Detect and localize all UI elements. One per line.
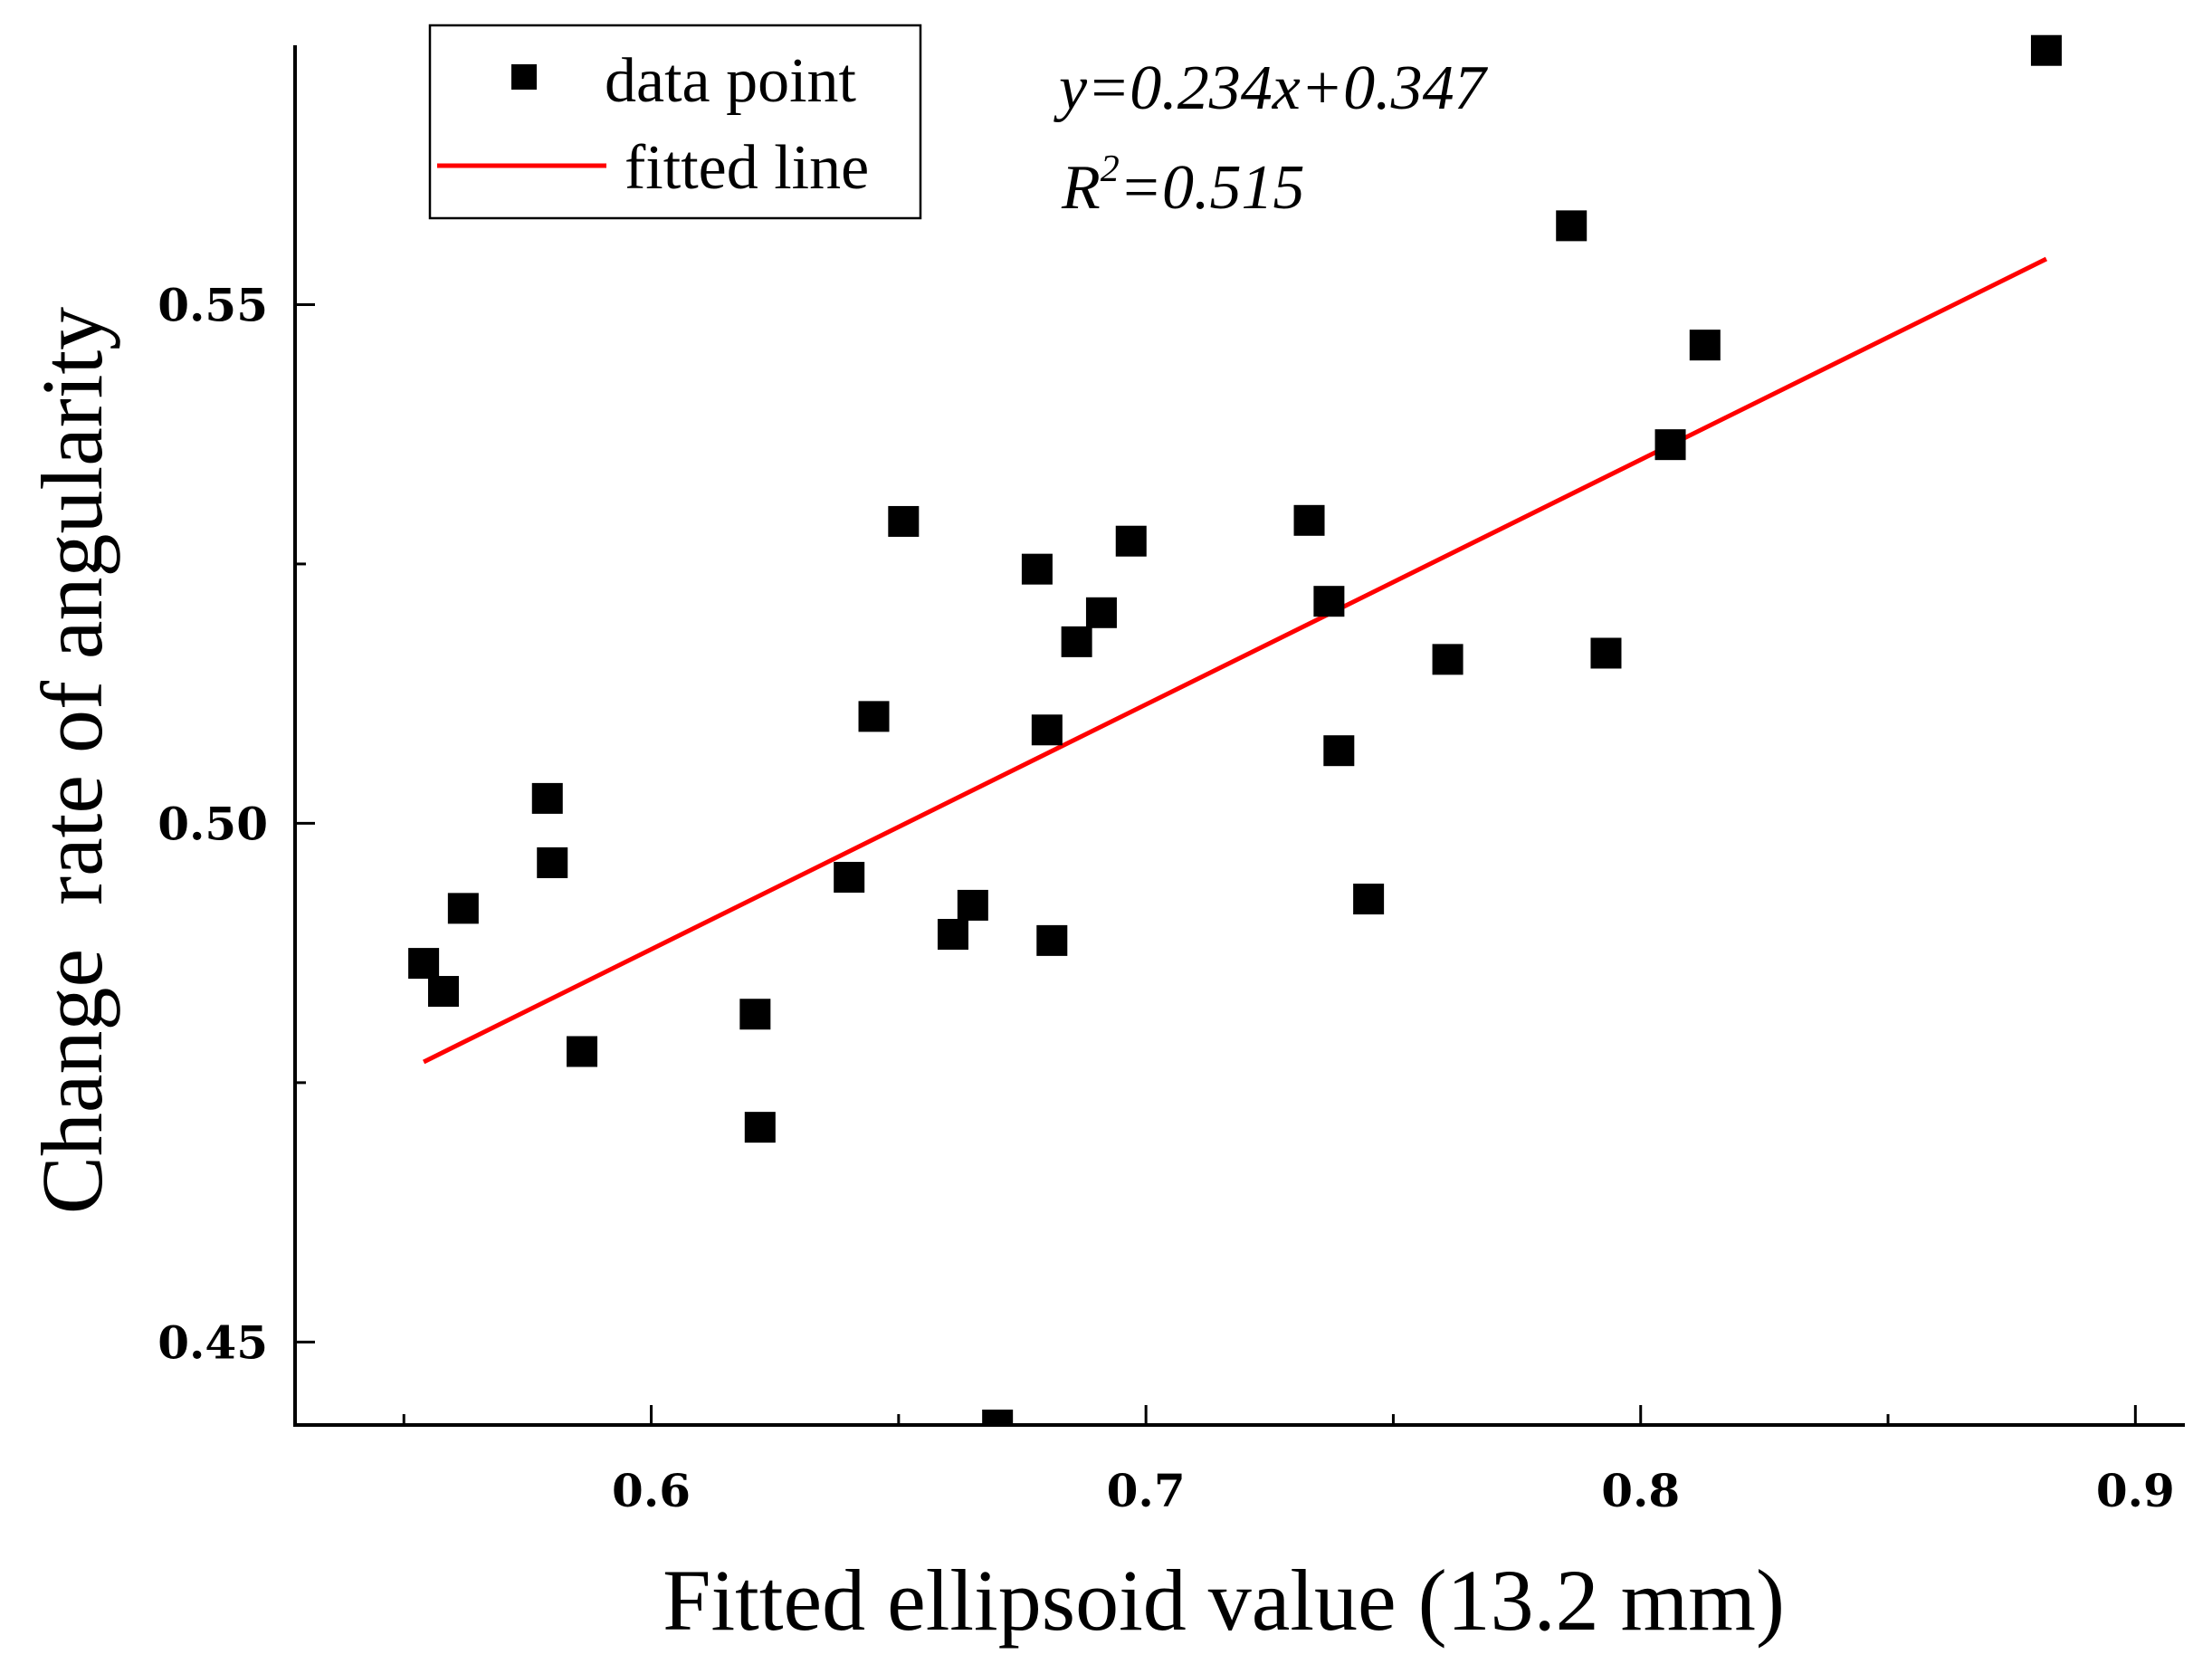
data-point: [1036, 924, 1068, 956]
y-axis-title: Change rate of angularity: [24, 307, 120, 1214]
data-point: [447, 893, 479, 924]
data-point: [982, 1410, 1014, 1425]
data-point-series: [408, 34, 2062, 1425]
data-point: [1021, 553, 1053, 585]
data-point: [739, 999, 771, 1030]
data-point: [1432, 644, 1464, 675]
x-axis-title: Fitted ellipsoid value (13.2 mm): [663, 1552, 1785, 1649]
r-squared-annotation: R2=0.515: [1061, 148, 1305, 223]
fitted-line-series: [423, 256, 2048, 1065]
x-tick-label: 0.8: [1601, 1464, 1680, 1517]
data-point: [427, 976, 459, 1008]
data-point: [1590, 637, 1622, 669]
data-point: [1689, 330, 1721, 361]
data-point: [957, 889, 988, 921]
r-squared-symbol: R: [1061, 153, 1101, 223]
data-point: [888, 505, 920, 537]
data-point: [531, 782, 563, 814]
data-point: [937, 919, 968, 951]
r-squared-value: =0.515: [1120, 153, 1305, 223]
data-point: [858, 701, 890, 732]
data-point: [1031, 714, 1063, 746]
r-squared-superscript: 2: [1101, 148, 1120, 190]
data-point: [1556, 210, 1587, 242]
y-tick-label: 0.45: [157, 1315, 268, 1369]
y-tick-label: 0.50: [157, 797, 268, 850]
data-point: [1061, 626, 1092, 657]
data-point: [1085, 597, 1117, 628]
data-point: [408, 948, 440, 980]
data-point: [834, 861, 865, 893]
data-point: [1115, 525, 1147, 557]
data-point: [537, 846, 568, 878]
data-point: [1654, 429, 1686, 461]
data-point: [567, 1036, 598, 1067]
x-tick-label: 0.7: [1107, 1464, 1186, 1517]
x-tick-label: 0.9: [2096, 1464, 2175, 1517]
legend-box: [428, 24, 922, 220]
data-point: [2030, 34, 2062, 66]
legend-label-fitted-line: fitted line: [625, 133, 869, 203]
axis-ticks: 0.6 0.7 0.8 0.9 0.45 0.50 0.55: [157, 278, 2175, 1517]
legend-label-data-point: data point: [605, 46, 857, 116]
y-tick-label: 0.55: [157, 278, 268, 331]
legend: data point fitted line: [428, 24, 922, 220]
data-point: [744, 1112, 776, 1143]
data-point: [1313, 586, 1345, 617]
legend-marker-data-point: [511, 64, 537, 90]
data-point: [1323, 735, 1355, 767]
x-tick-label: 0.6: [612, 1464, 691, 1517]
data-point: [1353, 884, 1385, 915]
fitted-line: [423, 256, 2048, 1065]
data-point: [1293, 504, 1325, 536]
regression-equation: y=0.234x+0.347: [1054, 53, 1489, 123]
